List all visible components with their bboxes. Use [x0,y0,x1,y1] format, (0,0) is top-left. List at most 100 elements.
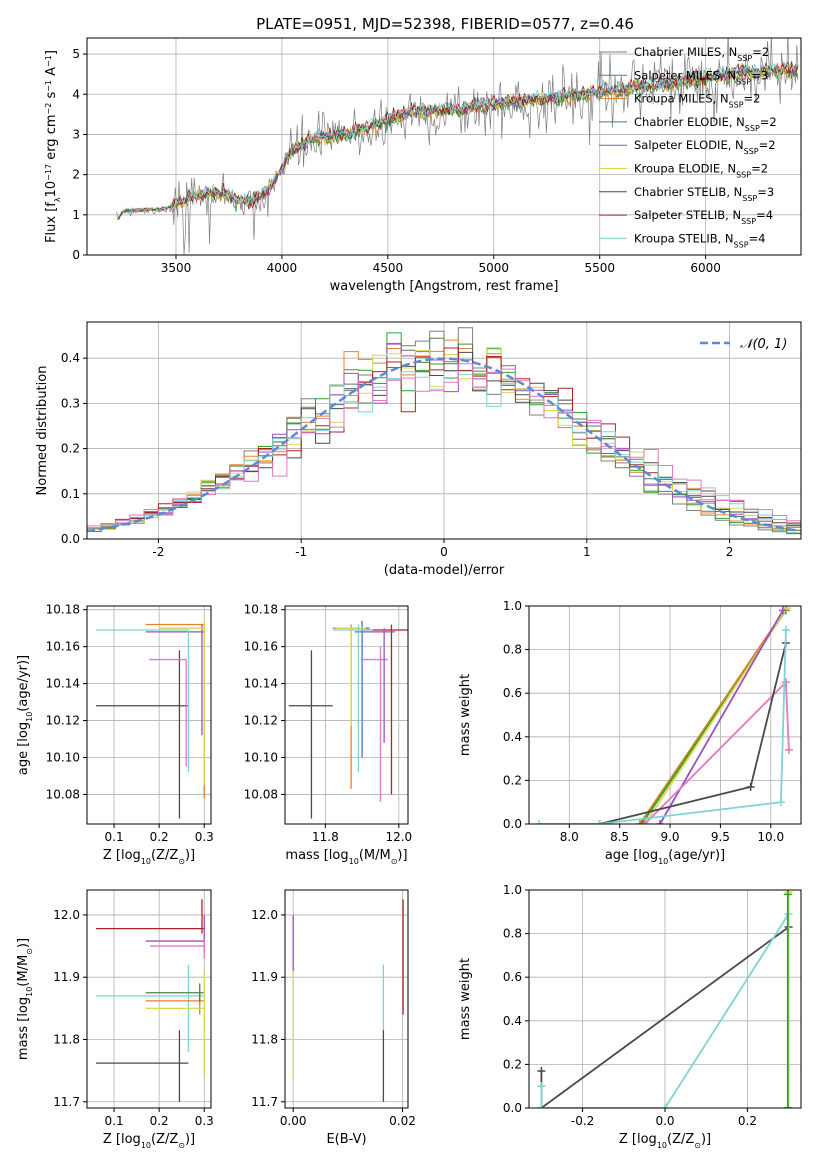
weight-marker [784,745,793,754]
errorbar-point [96,1030,189,1102]
errorbar-point [159,620,205,786]
weight-marker [537,1066,546,1075]
legend: 𝒩(0, 1) [700,337,787,352]
y-tick-label: 0.0 [503,817,522,831]
x-axis-label: wavelength [Angstrom, rest frame] [330,279,559,294]
normal-curve [87,357,799,533]
panel-age_vs_Z: 0.1 0.2 0.3 10.08 10.10 10.12 10.14 10.16 10.18 Z… [16,603,214,866]
plot-area [116,38,799,255]
x-tick-label: 0.1 [105,1114,124,1128]
y-tick-label: 11.9 [251,970,278,984]
y-axis-label: Normed distribution [35,366,50,496]
errorbar-point [336,627,366,727]
grid [285,890,408,1108]
errorbar-point [145,983,205,1003]
y-tick-label: 3 [72,127,80,141]
axes-frame [86,37,802,256]
y-tick-label: 11.8 [251,1032,278,1046]
plot-area [288,620,408,819]
weight-marker [537,1104,546,1108]
weight-marker [783,1104,792,1108]
x-tick-label: 5500 [584,261,615,275]
errorbar-point [145,624,205,736]
y-tick-label: 0.0 [503,1101,522,1115]
weight-line [639,607,787,824]
errorbar-point [145,970,205,1077]
y-tick-label: 0.4 [503,1014,522,1028]
weight-line [644,680,790,824]
y-tick-label: 0.2 [503,773,522,787]
x-tick-label: 11.8 [312,830,339,844]
legend-label: Chabrier STELIB, NSSP=3 [634,185,774,203]
weight-line [659,609,784,824]
axes-frame [528,605,802,825]
y-tick-label: 1 [72,208,80,222]
y-tick-label: 10.14 [46,677,80,691]
grid [285,606,408,824]
x-axis-label: Z [log10(Z/Z⊙)] [103,1132,195,1150]
panel-spectrum: 3500 4000 4500 5000 5500 6000 0 1 2 3 4 5 wavelength… [44,37,802,294]
x-tick-label: 0.0 [655,1114,674,1128]
grid [87,890,211,1108]
x-tick-label: 0.1 [105,830,124,844]
weight-marker [637,820,646,824]
figure-title: PLATE=0951, MJD=52398, FIBERID=0577, z=0… [256,15,634,33]
legend-label: Chabrier ELODIE, NSSP=2 [634,115,777,132]
y-tick-label: 10.10 [244,750,278,764]
x-tick-label: 0.00 [280,1114,307,1128]
y-tick-label: 2 [72,168,80,182]
x-tick-label: 2 [726,545,734,559]
histogram-step [87,370,801,529]
x-tick-label: 3500 [161,261,192,275]
y-tick-label: 0.8 [503,643,522,657]
y-tick-label: 10.12 [244,714,278,728]
x-tick-label: 12.0 [385,830,412,844]
weight-marker [746,782,755,791]
y-axis-label: age [log10(age/yr)] [16,655,34,775]
plot-area [96,899,205,1102]
errorbar-point [96,899,205,934]
panel-weight_vs_age: 8.0 8.5 9.0 9.5 10.0 0.0 0.2 0.4 0.6 0.8 1.0 age [l… [458,599,802,866]
y-tick-label: 0.3 [61,396,80,410]
x-tick-label: 8.5 [610,830,629,844]
x-tick-label: 5000 [479,261,510,275]
x-axis-label: Z [log10(Z/Z⊙)] [103,848,195,866]
y-tick-label: 11.8 [53,1032,80,1046]
x-tick-label: 10.0 [757,830,784,844]
x-tick-label: 1 [583,545,591,559]
x-tick-label: 4000 [267,261,298,275]
errorbar-point [332,624,374,773]
spectrum-line [117,62,798,218]
x-tick-label: 4500 [373,261,404,275]
y-axis-label: mass weight [458,958,473,1040]
legend-label: Kroupa MILES, NSSP=2 [634,92,760,110]
weight-line [540,913,790,1108]
weight-marker [595,820,604,824]
y-tick-label: 12.0 [53,908,80,922]
errorbar-point [288,650,333,819]
y-tick-label: 0.6 [503,970,522,984]
axes-frame [86,321,802,540]
legend-label: Salpeter MILES, NSSP=3 [634,68,768,86]
y-tick-label: 5 [72,47,80,61]
panel-mass_vs_EBV: 0.00 0.02 11.7 11.8 11.9 12.0 E(B-V) [251,889,416,1147]
weight-marker [781,625,790,634]
legend-label: Kroupa STELIB, NSSP=4 [634,231,765,249]
y-tick-label: 4 [72,87,80,101]
y-tick-label: 10.18 [244,603,278,617]
weight-marker [661,1104,669,1108]
axes-frame [284,605,409,825]
grid [529,889,801,1109]
grid [87,606,211,824]
weight-marker [782,606,791,613]
axes-frame [528,889,802,1109]
y-tick-label: 11.9 [53,970,80,984]
weight-line [539,629,787,824]
x-tick-label: 9.5 [711,830,730,844]
legend-label: Salpeter ELODIE, NSSP=2 [634,138,776,156]
y-tick-label: 10.12 [46,714,80,728]
panel-weight_vs_Z: -0.2 0.0 0.2 0.0 0.2 0.4 0.6 0.8 1.0 Z [log10(Z/Z… [458,883,802,1150]
weight-marker [635,820,644,824]
y-tick-label: 0.6 [503,686,522,700]
y-tick-label: 0.4 [61,351,80,365]
